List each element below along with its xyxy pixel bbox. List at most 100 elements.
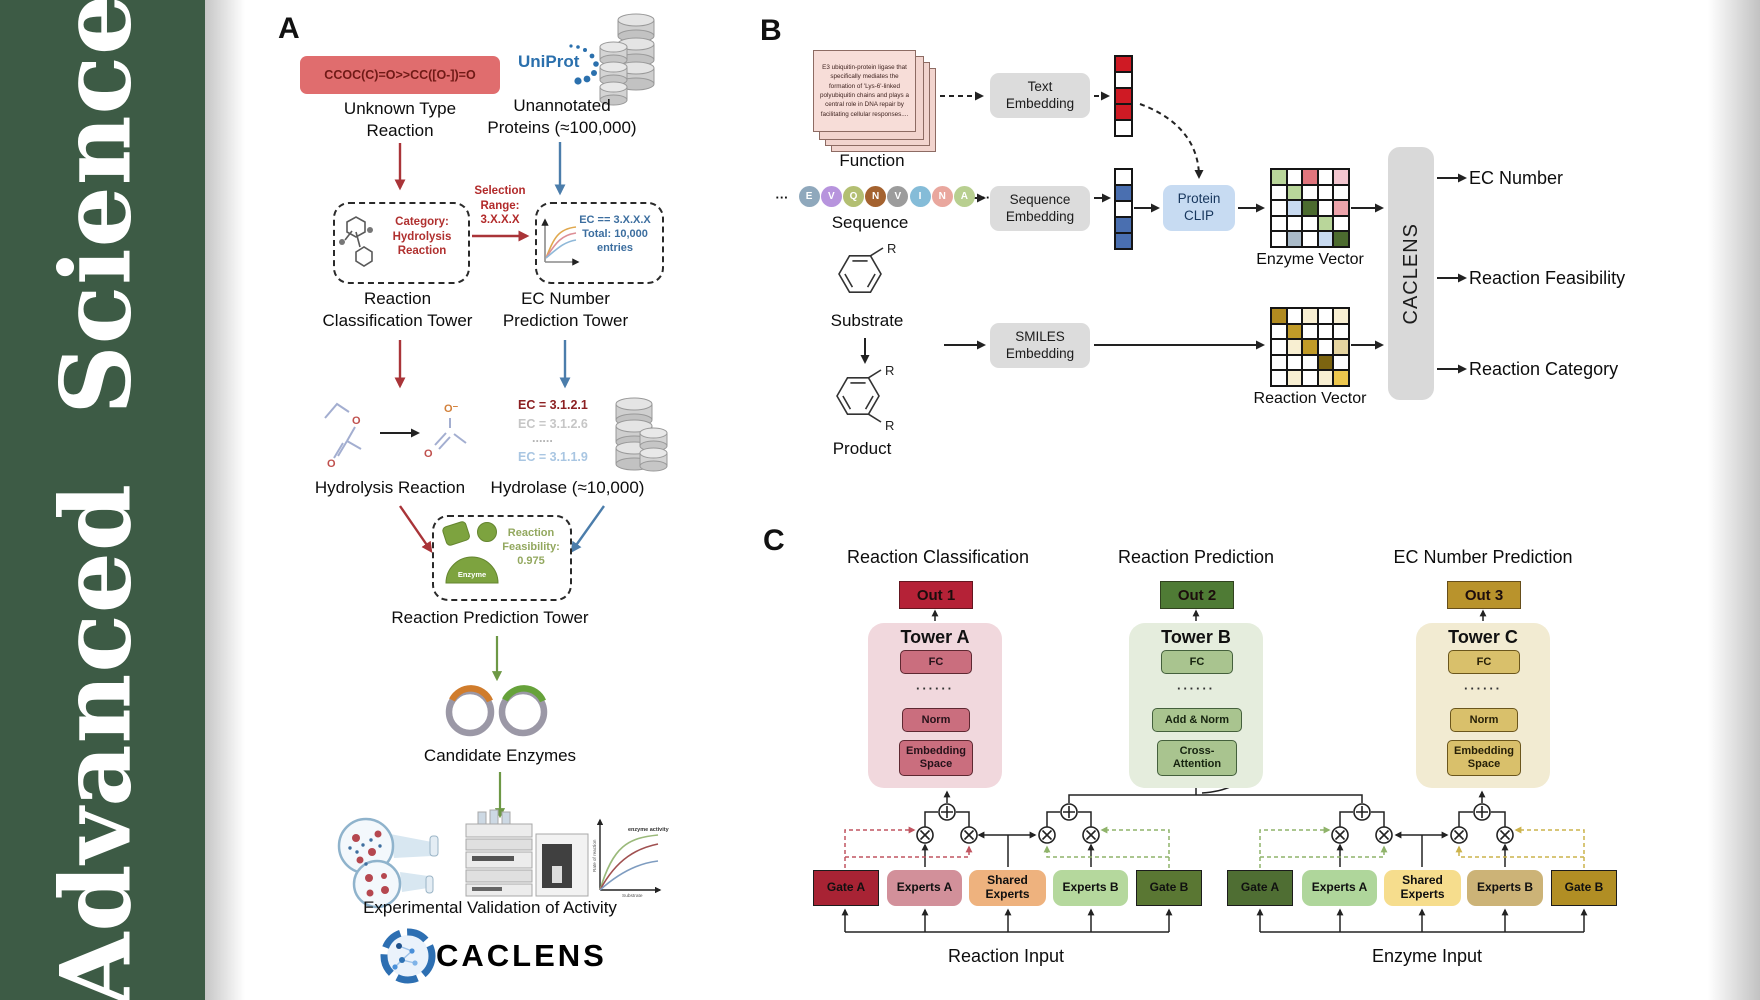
svg-text:Substrate: Substrate xyxy=(622,893,643,899)
sequence-label: Sequence xyxy=(831,213,909,232)
activity-graph-icon: enzyme activity Rate of reaction Substra… xyxy=(592,818,670,899)
sequence-embedding-box: Sequence Embedding xyxy=(990,186,1090,231)
panelA-flow-arrows xyxy=(394,142,605,819)
residue-circle: N xyxy=(931,186,953,207)
panelC-gate-wiring xyxy=(844,826,1585,868)
matrix-cell xyxy=(1302,308,1318,324)
tower-a-dots: ······ xyxy=(916,681,954,696)
matrix-cell xyxy=(1115,72,1132,88)
selection-range-label: Selection Range: 3.X.X.X xyxy=(474,185,526,227)
matrix-cell xyxy=(1317,231,1334,247)
panelB-arrows xyxy=(860,91,1468,374)
page-right-gutter xyxy=(1708,0,1760,1000)
enzyme-gate-a: Gate A xyxy=(1227,870,1293,906)
panelA-label: A xyxy=(278,12,300,45)
hydrolysis-atom-labels: O O O⁻ O xyxy=(327,403,459,470)
matrix-cell xyxy=(1286,184,1303,201)
matrix-cell xyxy=(1271,308,1287,324)
matrix-cell xyxy=(1317,184,1334,201)
matrix-cell xyxy=(1271,169,1287,185)
matrix-cell xyxy=(1271,231,1287,247)
protein-clip-box: Protein CLIP xyxy=(1163,185,1235,231)
product-molecule-icon: R R xyxy=(836,363,894,433)
matrix-cell xyxy=(1317,323,1334,340)
matrix-cell xyxy=(1271,370,1287,386)
ec-result-3: EC = 3.1.1.9 xyxy=(518,450,588,464)
unknown-type-reaction-label: Unknown Type Reaction xyxy=(343,99,457,140)
reaction-prediction-box xyxy=(432,515,572,601)
enzyme-shared-experts: Shared Experts xyxy=(1384,870,1461,906)
matrix-cell xyxy=(1115,185,1132,201)
matrix-cell xyxy=(1317,200,1334,216)
tower-b-cross-attention: Cross- Attention xyxy=(1157,740,1237,776)
out2-box: Out 2 xyxy=(1160,581,1234,609)
reaction-vector-label: Reaction Vector xyxy=(1253,390,1367,407)
reaction-experts-b: Experts B xyxy=(1053,870,1128,906)
svg-text:O: O xyxy=(327,458,336,470)
matrix-cell xyxy=(1333,215,1349,232)
tower-a-title: Tower A xyxy=(900,627,970,647)
matrix-cell xyxy=(1317,169,1334,185)
output-ec-number: EC Number xyxy=(1469,168,1564,188)
matrix-cell xyxy=(1317,370,1334,386)
enzyme-vector-matrix xyxy=(1270,168,1350,248)
svg-text:R: R xyxy=(887,241,896,256)
tower-c-title: Tower C xyxy=(1448,627,1518,647)
residue-circle: V xyxy=(887,186,909,207)
matrix-cell xyxy=(1286,231,1303,247)
svg-text:R: R xyxy=(885,363,894,378)
matrix-cell xyxy=(1286,169,1303,185)
out1-box: Out 1 xyxy=(899,581,973,609)
tower-a-embedding: Embedding Space xyxy=(899,740,973,776)
substrate-label: Substrate xyxy=(830,311,904,330)
matrix-cell xyxy=(1115,233,1132,249)
output-reaction-category: Reaction Category xyxy=(1469,359,1619,379)
matrix-cell xyxy=(1286,354,1303,371)
function-card: E3 ubiquitin-protein ligase that specifi… xyxy=(813,50,916,132)
caclens-module-label: CACLENS xyxy=(1399,222,1422,325)
enzyme-experts-a: Experts A xyxy=(1302,870,1377,906)
enzyme-input-label: Enzyme Input xyxy=(1371,946,1483,966)
residue-circle: Q xyxy=(842,186,864,207)
matrix-cell xyxy=(1302,200,1318,216)
header-reaction-prediction: Reaction Prediction xyxy=(1117,547,1275,567)
reaction-shared-experts: Shared Experts xyxy=(969,870,1046,906)
substrate-molecule-icon: R xyxy=(838,241,896,293)
enzyme-icon: Enzyme xyxy=(442,521,499,584)
tower-b-dots: ······ xyxy=(1177,681,1215,696)
residue-circle: A xyxy=(953,186,975,207)
matrix-cell xyxy=(1317,354,1334,371)
matrix-cell xyxy=(1271,339,1287,355)
uniprot-logo-dots xyxy=(569,44,599,85)
matrix-cell xyxy=(1302,169,1318,185)
svg-text:O: O xyxy=(424,448,433,460)
matrix-cell xyxy=(1317,339,1334,355)
svg-text:O⁻: O⁻ xyxy=(444,403,459,415)
tower-c-fc: FC xyxy=(1448,650,1520,674)
matrix-cell xyxy=(1271,215,1287,232)
matrix-cell xyxy=(1115,56,1132,72)
header-ec-number-prediction: EC Number Prediction xyxy=(1393,547,1573,567)
tower-a-norm: Norm xyxy=(902,708,970,732)
matrix-cell xyxy=(1286,323,1303,340)
reaction-prediction-tower-label: Reaction Prediction Tower xyxy=(391,608,589,627)
residue-circle: N xyxy=(865,186,887,207)
caclens-logo-text: CACLENS xyxy=(436,938,607,973)
journal-sidebar: Advanced Science xyxy=(0,0,205,1000)
matrix-cell xyxy=(1317,215,1334,232)
matrix-cell xyxy=(1286,370,1303,386)
matrix-cell xyxy=(1333,308,1349,324)
ec-number-prediction-tower-label: EC Number Prediction Tower xyxy=(502,289,629,330)
plasmid-icons xyxy=(445,685,548,737)
matrix-cell xyxy=(1333,370,1349,386)
matrix-cell xyxy=(1333,323,1349,340)
reaction-vector-matrix xyxy=(1270,307,1350,387)
matrix-cell xyxy=(1302,231,1318,247)
database-icon-proteins xyxy=(599,13,655,106)
reaction-classification-tower-label: Reaction Classification Tower xyxy=(322,289,473,330)
tower-b-add-norm: Add & Norm xyxy=(1152,708,1242,732)
molecule-cluster-icon xyxy=(339,216,373,267)
reaction-experts-a: Experts A xyxy=(887,870,962,906)
